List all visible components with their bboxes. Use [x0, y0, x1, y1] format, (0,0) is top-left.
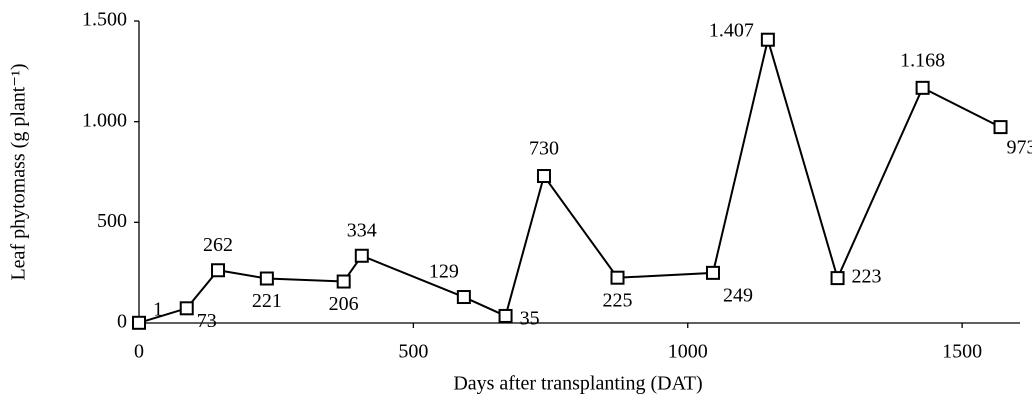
- data-label: 1: [153, 298, 163, 320]
- data-label: 225: [603, 289, 633, 311]
- marker: [830, 271, 845, 286]
- marker: [760, 32, 775, 47]
- marker: [498, 308, 513, 323]
- data-label: 973: [1007, 137, 1032, 159]
- data-label: 249: [723, 284, 753, 306]
- marker: [915, 80, 930, 95]
- x-axis-title: Days after transplanting (DAT): [453, 373, 702, 395]
- marker: [456, 290, 471, 305]
- marker: [132, 315, 146, 330]
- data-label: 223: [852, 266, 882, 288]
- marker: [993, 120, 1008, 135]
- x-tick-label: 1000: [668, 341, 708, 363]
- data-label: 1.168: [900, 49, 945, 71]
- x-tick-label: 1500: [942, 341, 982, 363]
- marker: [336, 274, 351, 289]
- data-label: 1.407: [709, 19, 754, 41]
- y-tick-label: 1.500: [82, 9, 127, 31]
- marker: [705, 265, 720, 280]
- x-tick-label: 500: [398, 341, 428, 363]
- marker: [179, 301, 194, 316]
- marker: [211, 263, 226, 278]
- data-label: 35: [520, 308, 540, 330]
- y-tick-label: 500: [97, 210, 127, 232]
- data-label: 129: [429, 261, 459, 283]
- y-axis-title: Leaf phytomass (g plant⁻¹): [8, 63, 30, 280]
- marker: [354, 248, 369, 263]
- marker: [259, 271, 274, 286]
- marker: [610, 270, 625, 285]
- data-label: 262: [203, 234, 233, 256]
- x-tick-label: 0: [134, 341, 144, 363]
- data-label: 221: [252, 290, 282, 312]
- y-tick-label: 1.000: [82, 109, 127, 131]
- data-label: 73: [197, 310, 217, 332]
- data-label: 730: [529, 138, 559, 160]
- y-tick-label: 0: [117, 311, 127, 333]
- marker: [536, 169, 551, 184]
- data-label: 206: [329, 293, 359, 315]
- data-label: 334: [347, 219, 377, 241]
